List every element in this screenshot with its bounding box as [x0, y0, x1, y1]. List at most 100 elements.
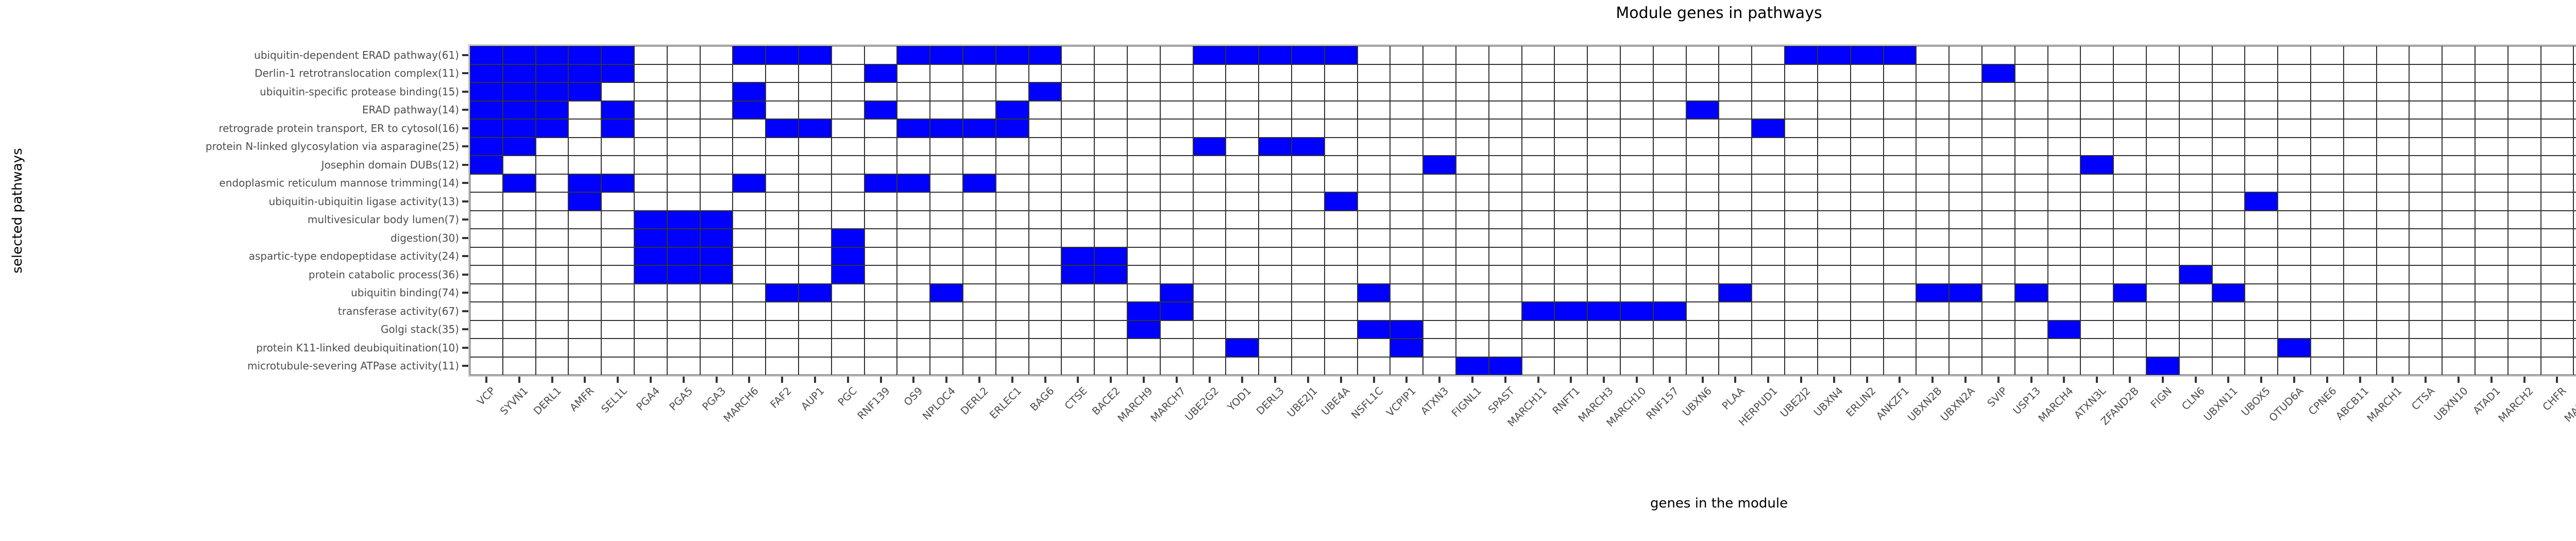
heatmap-cell — [930, 229, 963, 247]
heatmap-cell — [1719, 302, 1752, 320]
heatmap-cell — [1127, 247, 1160, 265]
heatmap-cell — [799, 320, 832, 339]
heatmap-cell — [2573, 357, 2576, 375]
heatmap-cell — [930, 302, 963, 320]
heatmap-cell — [502, 229, 536, 247]
heatmap-cell — [1160, 210, 1193, 229]
heatmap-cell — [2573, 247, 2576, 265]
heatmap-cell — [864, 229, 897, 247]
heatmap-cell — [2080, 283, 2114, 302]
heatmap-cell — [2113, 320, 2146, 339]
heatmap-cell — [897, 192, 930, 211]
heatmap-cell — [1423, 174, 1456, 192]
heatmap-cell — [601, 339, 634, 357]
heatmap-cell — [2573, 265, 2576, 284]
heatmap-cell — [1488, 283, 1522, 302]
heatmap-cell — [2014, 247, 2048, 265]
heatmap-cell — [2475, 283, 2508, 302]
heatmap-cell — [963, 357, 996, 375]
heatmap-cell — [1981, 320, 2015, 339]
heatmap-cell — [2047, 156, 2081, 174]
heatmap-cell — [1423, 265, 1456, 284]
heatmap-cell — [1488, 82, 1522, 101]
heatmap-cell — [1226, 283, 1259, 302]
heatmap-cell — [1554, 339, 1588, 357]
heatmap-cell — [963, 119, 996, 138]
heatmap-cell — [470, 46, 503, 64]
heatmap-cell — [1324, 229, 1358, 247]
heatmap-cell — [1752, 302, 1785, 320]
heatmap-cell — [963, 46, 996, 64]
heatmap-cell — [634, 46, 667, 64]
heatmap-cell — [2540, 302, 2574, 320]
heatmap-cell — [897, 100, 930, 119]
heatmap-cell — [2047, 46, 2081, 64]
heatmap-cell — [799, 339, 832, 357]
heatmap-cell — [700, 82, 733, 101]
heatmap-cell — [2310, 265, 2344, 284]
heatmap-cell — [1554, 192, 1588, 211]
heatmap-cell — [2310, 302, 2344, 320]
heatmap-cell — [1292, 265, 1325, 284]
heatmap-cell — [1521, 100, 1555, 119]
heatmap-cell — [1193, 100, 1226, 119]
heatmap-cell — [1061, 100, 1095, 119]
heatmap-cell — [831, 339, 865, 357]
heatmap-cell — [535, 64, 569, 82]
heatmap-cell — [1521, 156, 1555, 174]
heatmap-cell — [1324, 64, 1358, 82]
heatmap-cell — [1785, 229, 1818, 247]
x-axis-tick — [748, 377, 751, 383]
heatmap-cell — [1390, 64, 1423, 82]
heatmap-cell — [831, 210, 865, 229]
heatmap-cell — [1324, 339, 1358, 357]
heatmap-cell — [667, 137, 700, 156]
heatmap-cell — [2540, 64, 2574, 82]
x-axis-label: UBXN6 — [1680, 384, 1714, 419]
x-axis-tick — [879, 377, 882, 383]
heatmap-cell — [470, 320, 503, 339]
heatmap-cell — [1193, 320, 1226, 339]
heatmap-cell — [2475, 357, 2508, 375]
heatmap-cell — [1653, 119, 1686, 138]
heatmap-cell — [470, 283, 503, 302]
y-axis-title: selected pathways — [10, 148, 25, 274]
heatmap-cell — [1752, 119, 1785, 138]
heatmap-cell — [2278, 192, 2311, 211]
heatmap-cell — [1883, 357, 1917, 375]
heatmap-cell — [1620, 100, 1653, 119]
heatmap-cell — [2442, 247, 2475, 265]
heatmap-cell — [502, 174, 536, 192]
y-axis-tick — [462, 310, 468, 312]
heatmap-cell — [2278, 137, 2311, 156]
heatmap-cell — [2442, 64, 2475, 82]
heatmap-cell — [634, 229, 667, 247]
heatmap-cell — [995, 156, 1029, 174]
heatmap-cell — [1292, 210, 1325, 229]
x-axis-label: ATXN3 — [1418, 384, 1451, 417]
heatmap-cell — [1949, 320, 1982, 339]
heatmap-cell — [864, 339, 897, 357]
heatmap-cell — [799, 283, 832, 302]
heatmap-cell — [2409, 64, 2443, 82]
heatmap-cell — [1850, 283, 1884, 302]
heatmap-cell — [1193, 265, 1226, 284]
heatmap-cell — [2179, 339, 2212, 357]
heatmap-cell — [733, 357, 766, 375]
heatmap-cell — [1587, 247, 1621, 265]
heatmap-cell — [1686, 82, 1719, 101]
heatmap-cell — [1390, 210, 1423, 229]
y-axis-tick — [462, 54, 468, 56]
heatmap-cell — [2343, 100, 2377, 119]
heatmap-cell — [535, 229, 569, 247]
heatmap-cell — [1028, 46, 1062, 64]
heatmap-cell — [1226, 82, 1259, 101]
x-axis-tick — [1964, 377, 1967, 383]
heatmap-cell — [1817, 137, 1851, 156]
heatmap-cell — [930, 247, 963, 265]
heatmap-cell — [2442, 265, 2475, 284]
heatmap-cell — [766, 64, 799, 82]
heatmap-cell — [1521, 247, 1555, 265]
heatmap-cell — [1620, 320, 1653, 339]
heatmap-cell — [2573, 82, 2576, 101]
